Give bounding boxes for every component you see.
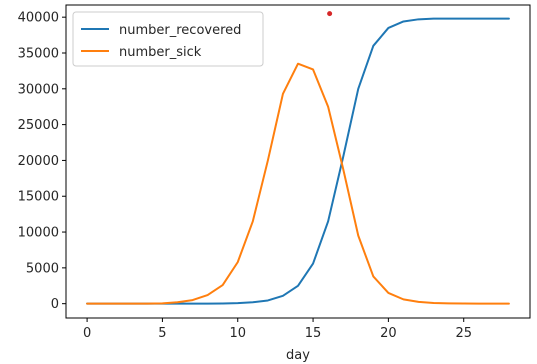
y-tick-label: 0: [51, 297, 59, 312]
y-tick-label: 20000: [18, 154, 59, 169]
y-tick-label: 15000: [18, 190, 59, 205]
y-tick-label: 35000: [18, 46, 59, 61]
y-tick-label: 30000: [18, 82, 59, 97]
series-line-number-sick: [86, 62, 510, 305]
y-tick-label: 5000: [26, 261, 59, 276]
legend-label: number_recovered: [119, 23, 241, 38]
axes: 0 5 10 15 20 25 0 5000 10000 15000 20000 25000 30000…: [18, 4, 531, 341]
x-tick-label: 0: [83, 326, 91, 341]
legend: number_recovered number_sick: [72, 11, 264, 67]
x-axis-label: day: [286, 348, 310, 363]
x-tick-label: 20: [380, 326, 397, 341]
x-tick-label: 5: [158, 326, 166, 341]
y-tick-label: 10000: [18, 226, 59, 241]
plot-frame: [65, 4, 531, 319]
plot-area: [86, 11, 510, 305]
y-tick-label: 25000: [18, 118, 59, 133]
x-tick-label: 15: [305, 326, 322, 341]
annotation-point: [327, 11, 333, 17]
legend-box: [72, 11, 264, 67]
legend-label: number_sick: [119, 45, 202, 60]
y-tick-label: 40000: [18, 11, 59, 26]
x-tick-label: 10: [229, 326, 246, 341]
x-tick-label: 25: [455, 326, 472, 341]
